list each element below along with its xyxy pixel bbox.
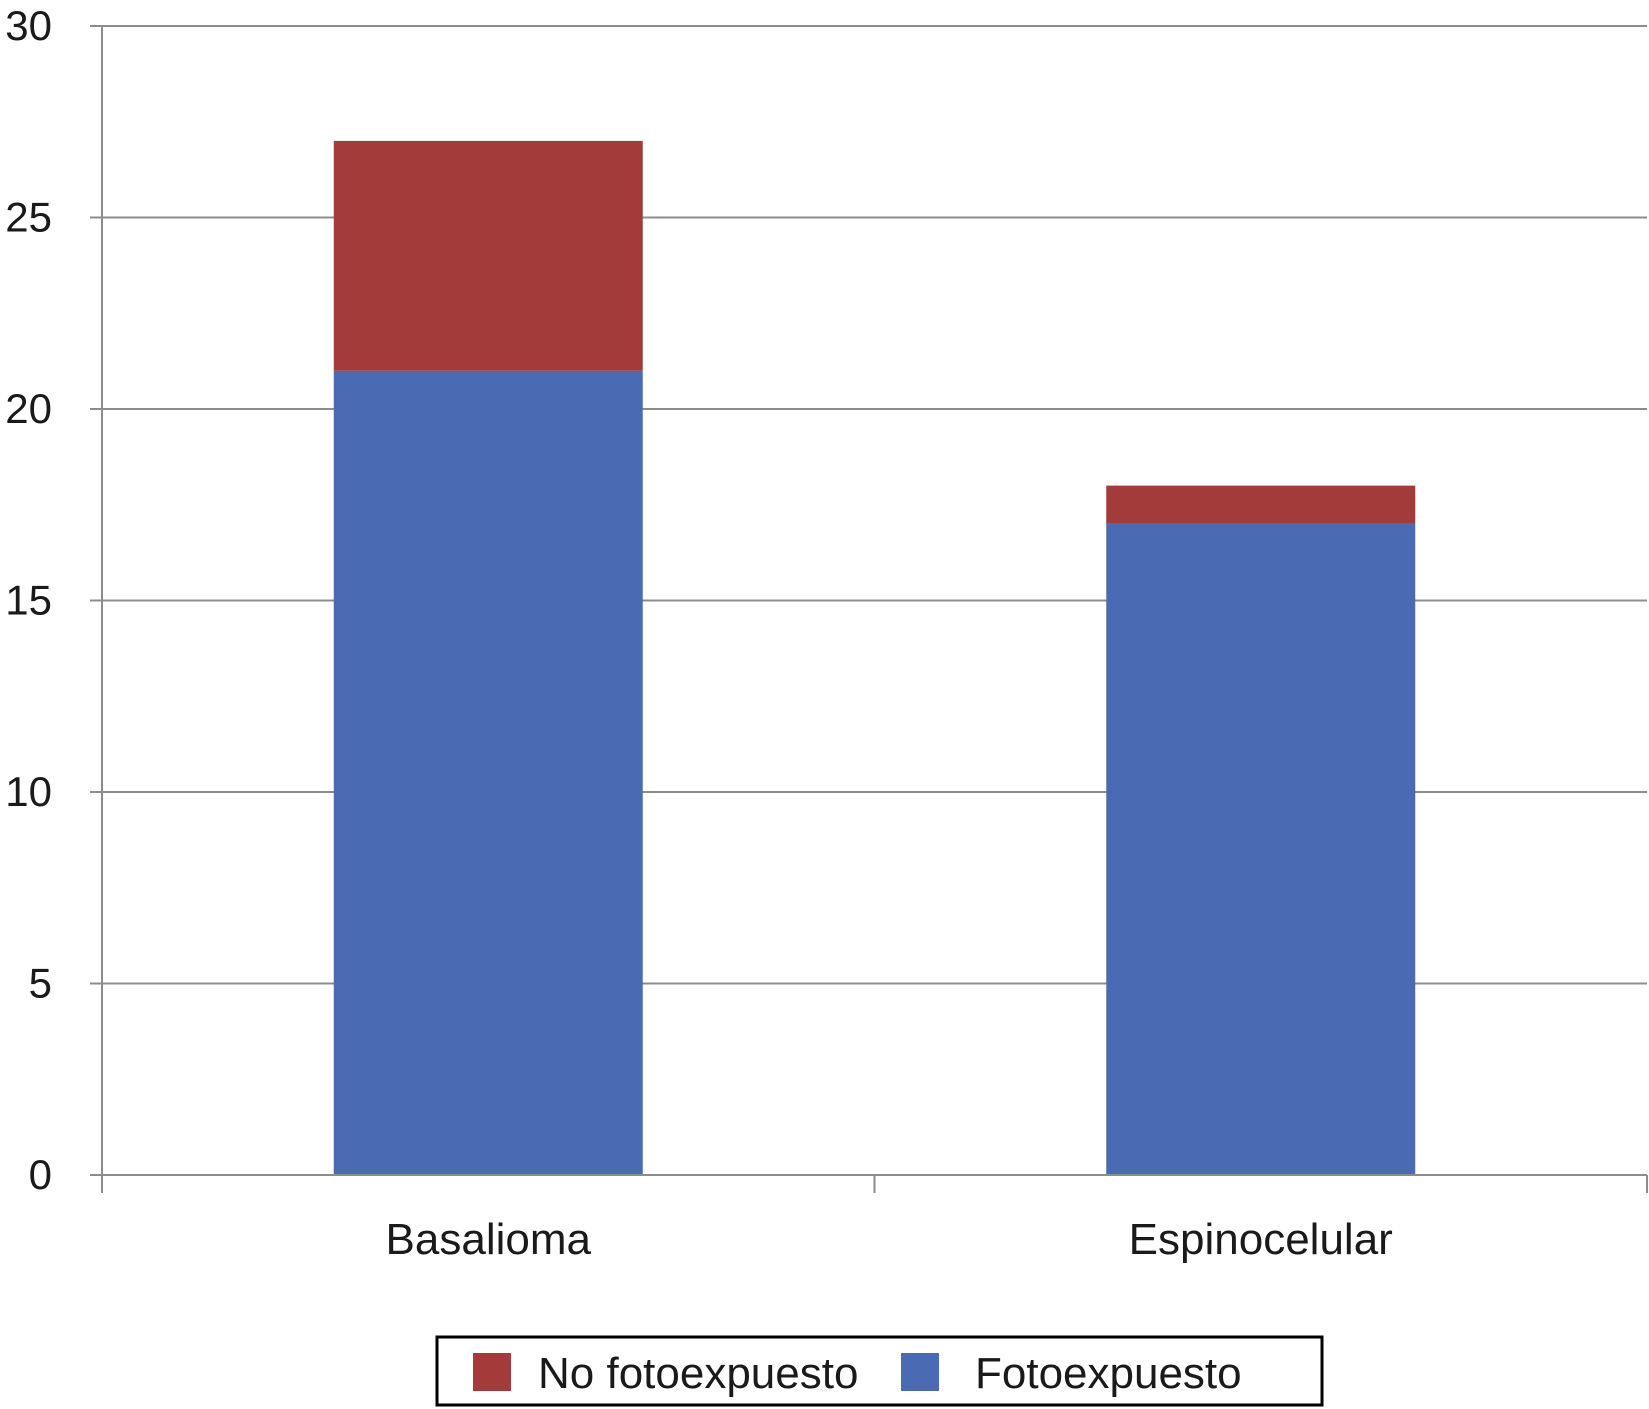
bars xyxy=(333,140,1416,1175)
x-category-labels: Basalioma Espinocelular xyxy=(386,1215,1393,1264)
legend-label-fotoexpuesto: Fotoexpuesto xyxy=(975,1349,1242,1398)
y-tick-label: 10 xyxy=(5,768,52,815)
y-tick-label: 20 xyxy=(5,385,52,432)
legend: No fotoexpuesto Fotoexpuesto xyxy=(435,1335,1324,1407)
bar-no-fotoexpuesto-basalioma xyxy=(333,140,643,371)
y-tick-labels: 0 5 10 15 20 25 30 xyxy=(5,2,52,1198)
y-tick-label: 25 xyxy=(5,194,52,241)
bar-no-fotoexpuesto-espinocelular xyxy=(1106,485,1416,524)
bar-fotoexpuesto-espinocelular xyxy=(1106,523,1416,1175)
y-tick-label: 15 xyxy=(5,577,52,624)
legend-swatch-no-fotoexpuesto xyxy=(473,1353,511,1391)
axes xyxy=(101,26,1648,1193)
y-tick-label: 0 xyxy=(29,1151,52,1198)
legend-label-no-fotoexpuesto: No fotoexpuesto xyxy=(538,1349,858,1398)
y-tick-label: 30 xyxy=(5,2,52,49)
bar-fotoexpuesto-basalioma xyxy=(333,370,643,1175)
y-tick-label: 5 xyxy=(29,960,52,1007)
x-category-label: Basalioma xyxy=(386,1215,592,1264)
x-category-label: Espinocelular xyxy=(1129,1215,1393,1264)
legend-swatch-fotoexpuesto xyxy=(901,1353,939,1391)
legend-box xyxy=(435,1335,1324,1407)
